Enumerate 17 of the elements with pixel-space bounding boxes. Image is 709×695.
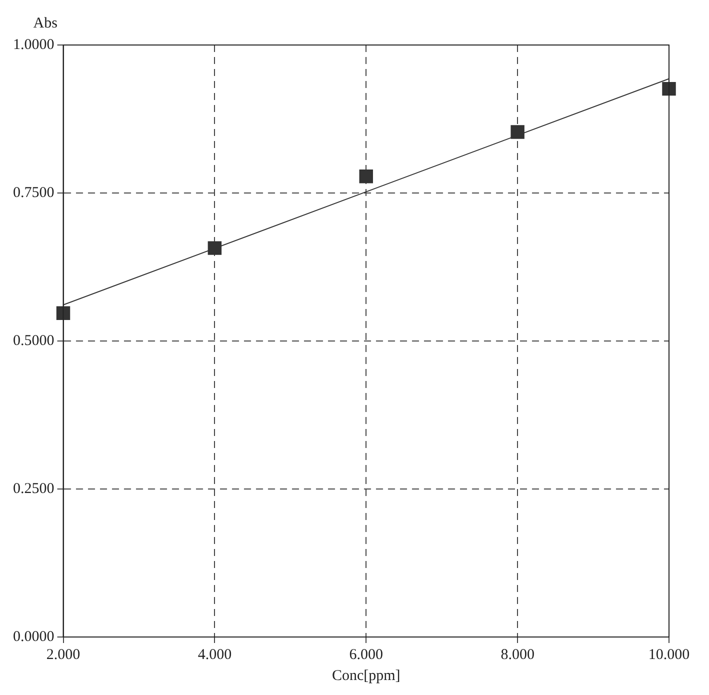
y-tick-label: 0.7500	[13, 184, 54, 201]
x-axis-title: Conc[ppm]	[332, 668, 400, 684]
point	[662, 82, 676, 96]
x-tick-label: 6.000	[349, 646, 383, 663]
point	[359, 170, 373, 184]
y-tick-label: 0.0000	[13, 628, 54, 645]
y-tick-label: 1.0000	[13, 36, 54, 53]
x-tick-label: 8.000	[500, 646, 534, 663]
x-tick-label: 2.000	[46, 646, 80, 663]
x-tick-label: 10.000	[648, 646, 690, 663]
y-tick-label: 0.2500	[13, 480, 54, 497]
y-tick-label: 0.5000	[13, 332, 54, 349]
point	[208, 241, 222, 255]
y-axis-title: Abs	[33, 15, 58, 32]
point	[510, 125, 524, 139]
x-tick-label: 4.000	[198, 646, 232, 663]
point	[56, 306, 70, 320]
